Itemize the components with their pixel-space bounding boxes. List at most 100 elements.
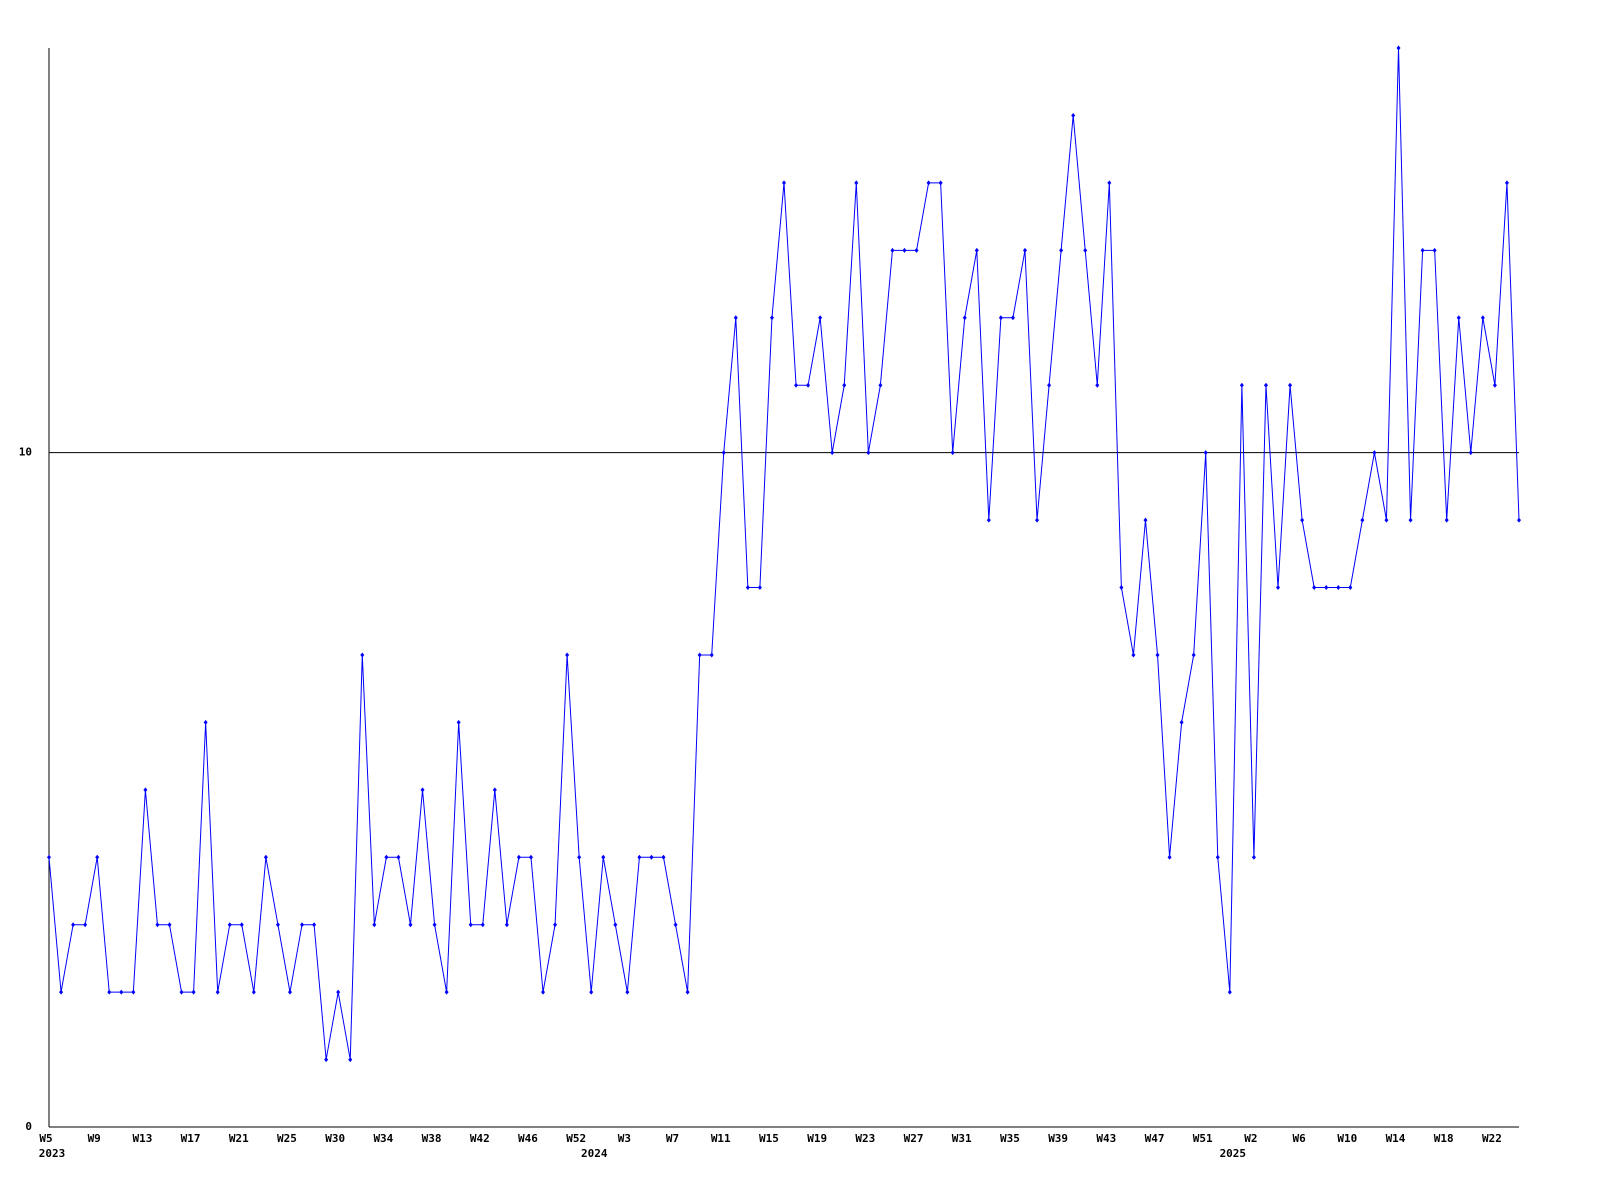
data-point <box>300 922 305 928</box>
x-tick-label: W25 <box>277 1132 297 1145</box>
data-point <box>480 922 485 928</box>
data-point <box>926 180 931 186</box>
data-point <box>541 989 546 995</box>
data-point <box>1239 382 1244 388</box>
x-tick-label: W42 <box>470 1132 490 1145</box>
data-point <box>697 652 702 658</box>
x-tick-label: W38 <box>422 1132 442 1145</box>
data-point <box>59 989 64 995</box>
x-tick-label: W7 <box>666 1132 679 1145</box>
data-point <box>191 989 196 995</box>
x-tick-label: W39 <box>1048 1132 1068 1145</box>
data-point <box>806 382 811 388</box>
x-tick-label: W2 <box>1244 1132 1257 1145</box>
data-point <box>1456 315 1461 321</box>
data-point <box>1215 854 1220 860</box>
x-tick-label: W31 <box>952 1132 972 1145</box>
data-point <box>444 989 449 995</box>
data-point <box>950 450 955 456</box>
x-tick-label: W11 <box>711 1132 731 1145</box>
data-point <box>1251 854 1256 860</box>
data-point <box>203 719 208 725</box>
data-point <box>504 922 509 928</box>
data-point <box>1360 517 1365 523</box>
data-point <box>1143 517 1148 523</box>
data-point <box>733 315 738 321</box>
data-point <box>492 787 497 793</box>
data-point <box>1492 382 1497 388</box>
data-point <box>625 989 630 995</box>
data-point <box>685 989 690 995</box>
data-point <box>1203 450 1208 456</box>
data-point <box>842 382 847 388</box>
data-point <box>468 922 473 928</box>
y-tick-label: 10 <box>19 446 32 459</box>
data-point <box>709 652 714 658</box>
data-point <box>974 247 979 253</box>
data-point <box>516 854 521 860</box>
data-point <box>1396 45 1401 51</box>
data-point <box>1517 517 1521 523</box>
data-point <box>1263 382 1268 388</box>
x-tick-label: W5 <box>39 1132 52 1145</box>
data-point <box>830 450 835 456</box>
data-point <box>986 517 991 523</box>
x-tick-label: W18 <box>1434 1132 1454 1145</box>
data-point <box>757 585 762 590</box>
data-point <box>1420 247 1425 253</box>
data-point <box>456 719 461 725</box>
data-point <box>637 854 642 860</box>
data-point <box>902 247 907 253</box>
data-point <box>565 652 570 658</box>
data-point <box>782 180 786 186</box>
x-tick-label: W35 <box>1000 1132 1020 1145</box>
data-point <box>1167 854 1172 860</box>
x-tick-label: W51 <box>1193 1132 1213 1145</box>
data-point <box>649 854 654 860</box>
data-point <box>1348 585 1353 590</box>
data-point <box>71 922 76 928</box>
data-point <box>119 989 124 995</box>
data-point <box>1312 585 1317 590</box>
x-tick-label: W30 <box>325 1132 345 1145</box>
data-point <box>1227 989 1232 995</box>
data-point <box>1384 517 1389 523</box>
x-tick-label: W10 <box>1337 1132 1357 1145</box>
data-point <box>372 922 377 928</box>
data-point <box>408 922 413 928</box>
data-point <box>769 315 774 321</box>
data-point <box>1047 382 1052 388</box>
data-point <box>360 652 365 658</box>
x-group-label: 2023 <box>39 1147 66 1160</box>
data-point <box>794 382 799 388</box>
data-point <box>1504 180 1509 186</box>
data-line <box>48 47 1520 1060</box>
data-point <box>589 989 594 995</box>
x-tick-label: W6 <box>1292 1132 1306 1145</box>
x-tick-label: W27 <box>904 1132 924 1145</box>
data-point <box>938 180 943 186</box>
data-point <box>1107 180 1112 186</box>
data-point <box>601 854 606 860</box>
data-point <box>336 989 341 995</box>
data-point <box>83 922 88 928</box>
data-point <box>1071 112 1076 118</box>
x-tick-label: W14 <box>1386 1132 1406 1145</box>
data-point <box>420 787 425 793</box>
data-point <box>854 180 859 186</box>
x-tick-label: W9 <box>88 1132 101 1145</box>
data-point <box>275 922 280 928</box>
data-point <box>1191 652 1196 658</box>
data-point <box>143 787 148 793</box>
data-point <box>962 315 967 321</box>
data-point <box>1119 585 1124 590</box>
data-point <box>1083 247 1088 253</box>
x-tick-label: W22 <box>1482 1132 1502 1145</box>
data-point <box>47 854 51 860</box>
data-point <box>673 922 678 928</box>
data-point <box>179 989 184 995</box>
data-point <box>131 989 136 995</box>
x-tick-label: W52 <box>566 1132 586 1145</box>
data-point <box>890 247 895 253</box>
data-point <box>1155 652 1160 658</box>
